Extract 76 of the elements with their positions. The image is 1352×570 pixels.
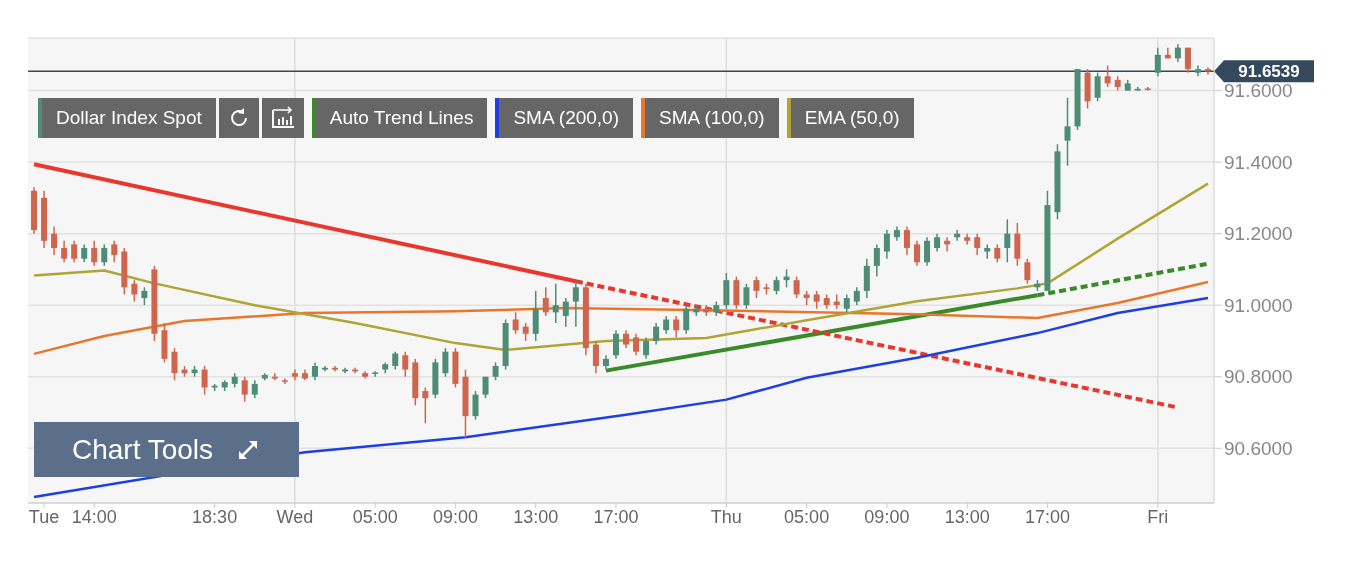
y-tick-label: 91.2000 [1224, 223, 1293, 245]
candlestick [562, 297, 569, 328]
candlestick [101, 243, 108, 267]
x-tick-label: 05:00 [784, 506, 830, 527]
candlestick [111, 240, 118, 264]
text: Dollar Index Spot [38, 98, 216, 138]
candlestick [572, 279, 579, 328]
candlestick [743, 282, 750, 310]
candlestick [542, 286, 549, 317]
x-tick-label: 13:00 [944, 506, 990, 527]
candlestick [653, 322, 660, 346]
x-tick-label: 17:00 [593, 506, 639, 527]
x-tick-label: Tue [28, 506, 60, 527]
candlestick [201, 365, 208, 396]
button: Chart Tools [34, 422, 299, 477]
x-tick-label: 17:00 [1024, 506, 1070, 527]
x-tick-label: 09:00 [864, 506, 910, 527]
legend-label: SMA (200,0) [495, 98, 634, 138]
x-tick-label: 18:30 [192, 506, 238, 527]
candlestick [1204, 66, 1211, 76]
candlestick [592, 340, 599, 374]
y-tick-label: 91.0000 [1224, 294, 1293, 316]
x-tick-label: Thu [710, 506, 742, 527]
candlestick [271, 372, 278, 382]
candlestick [984, 243, 991, 260]
candlestick [472, 390, 479, 421]
candlestick [1184, 46, 1191, 74]
candlestick [612, 329, 619, 360]
candlestick [131, 279, 138, 303]
line-series [32, 280, 1210, 356]
line-series [32, 182, 1210, 352]
candlestick [683, 304, 690, 335]
x-tick-label: Fri [1147, 506, 1169, 527]
candlestick [793, 275, 800, 299]
candlestick [442, 347, 449, 378]
y-tick-label: 90.8000 [1224, 366, 1293, 388]
candlestick [372, 370, 379, 378]
legend-label: EMA (50,0) [786, 98, 914, 138]
x-tick-label: 13:00 [513, 506, 559, 527]
candlestick [51, 225, 58, 256]
x-tick-label: 14:00 [71, 506, 117, 527]
candlestick [883, 229, 890, 260]
candlestick [552, 282, 559, 324]
candlestick [171, 347, 178, 382]
candlestick [241, 375, 248, 403]
candlestick [402, 350, 409, 378]
candlestick [1154, 46, 1161, 78]
x-tick-label: 05:00 [352, 506, 398, 527]
candlestick [673, 315, 680, 339]
candlestick [903, 225, 910, 256]
ref-line-label: 91.6539 [1238, 62, 1300, 82]
y-tick-label: 90.6000 [1224, 438, 1293, 460]
candlestick [1004, 218, 1011, 264]
candlestick [1104, 64, 1111, 88]
candlestick [974, 232, 981, 256]
candlestick [91, 240, 98, 267]
candlestick [924, 236, 931, 267]
candlestick [71, 240, 78, 264]
x-tick-label: Wed [276, 506, 314, 527]
candlestick [1024, 257, 1031, 285]
candlestick [1094, 71, 1101, 103]
y-tick-label: 91.6000 [1224, 80, 1293, 102]
candlestick [643, 336, 650, 360]
candlestick [1064, 96, 1071, 167]
candlestick [633, 333, 640, 357]
candlestick [873, 243, 880, 278]
legend-label: Auto Trend Lines [311, 98, 488, 138]
candlestick [422, 386, 429, 424]
candlestick [61, 240, 68, 264]
legend-label: SMA (100,0) [641, 98, 779, 138]
candlestick [512, 311, 519, 335]
annotation: Chart Tools [71, 433, 214, 466]
y-tick-label: 91.4000 [1224, 151, 1293, 173]
candlestick [914, 240, 920, 267]
x-tick-label: 09:00 [432, 506, 478, 527]
candlestick [753, 275, 760, 299]
